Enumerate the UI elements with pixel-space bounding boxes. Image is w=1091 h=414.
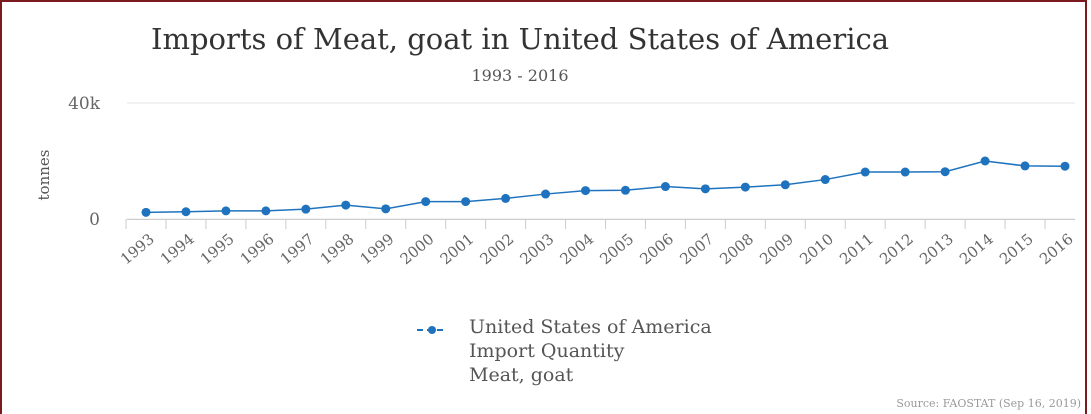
legend-marker (428, 326, 436, 334)
x-tick-label: 2000 (397, 230, 438, 268)
data-point (940, 167, 950, 177)
x-tick-label: 2007 (676, 230, 717, 268)
data-point (860, 167, 870, 177)
data-point (1020, 161, 1030, 171)
x-tick-label: 2003 (517, 230, 558, 268)
x-tick-label: 2009 (756, 230, 797, 268)
legend-line-3: Meat, goat (469, 364, 574, 386)
data-point (660, 182, 670, 192)
source-credit: Source: FAOSTAT (Sep 16, 2019) (896, 397, 1081, 410)
data-point (820, 175, 830, 185)
data-point (461, 197, 471, 207)
data-point (620, 185, 630, 195)
data-point (780, 180, 790, 190)
chart-subtitle: 1993 - 2016 (471, 66, 569, 85)
chart-title: Imports of Meat, goat in United States o… (151, 22, 889, 56)
data-point (541, 189, 551, 199)
data-point (740, 182, 750, 192)
x-tick-label: 2006 (636, 230, 677, 268)
data-point (381, 204, 391, 214)
data-point (900, 167, 910, 177)
x-tick-label: 2001 (437, 230, 478, 268)
x-tick-label: 2004 (556, 230, 597, 268)
x-tick-label: 1994 (157, 230, 198, 268)
legend-series-symbol (417, 326, 447, 334)
x-tick-label: 2012 (876, 230, 917, 268)
data-point (221, 206, 231, 216)
legend-text: United States of America Import Quantity… (469, 315, 712, 387)
data-point (141, 207, 151, 217)
data-point (181, 207, 191, 217)
data-point (1060, 161, 1070, 171)
x-tick-label: 2013 (916, 230, 957, 268)
data-point (421, 197, 431, 207)
data-point (501, 193, 511, 203)
x-tick-label: 1995 (197, 230, 238, 268)
x-tick-label: 2014 (956, 230, 997, 268)
legend-line-1: United States of America (469, 316, 712, 338)
data-point (261, 206, 271, 216)
legend-line-2: Import Quantity (469, 340, 625, 362)
x-tick-label: 2008 (716, 230, 757, 268)
y-tick-label: 0 (89, 210, 100, 230)
data-point (700, 184, 710, 194)
x-tick-label: 2011 (836, 230, 877, 268)
x-tick-label: 2010 (796, 230, 837, 268)
data-point (341, 200, 351, 210)
x-tick-label: 2015 (996, 230, 1037, 268)
data-point (980, 156, 990, 166)
x-tick-label: 1997 (277, 230, 318, 268)
x-tick-label: 1998 (317, 230, 358, 268)
x-tick-label: 2016 (1036, 230, 1077, 268)
y-tick-label: 40k (68, 94, 101, 114)
x-tick-label: 1999 (357, 230, 398, 268)
data-point (581, 186, 591, 196)
x-tick-label: 2005 (596, 230, 637, 268)
x-tick-label: 1996 (237, 230, 278, 268)
series-line (145, 160, 1066, 214)
data-point (301, 204, 311, 214)
x-tick-label: 2002 (477, 230, 518, 268)
x-tick-label: 1993 (117, 230, 158, 268)
